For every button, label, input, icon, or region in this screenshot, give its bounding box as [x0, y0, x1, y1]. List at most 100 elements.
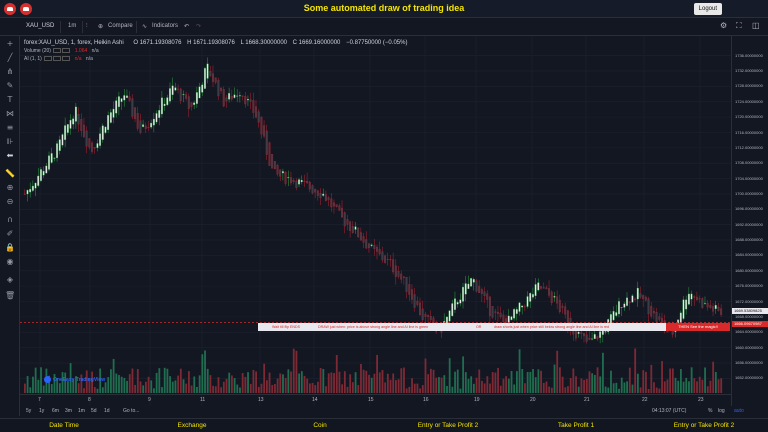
volume-bar [429, 368, 432, 393]
interval-button[interactable]: 1m [68, 23, 77, 29]
volume-bar [72, 379, 75, 393]
volume-bar [559, 367, 561, 393]
candle-body [540, 286, 542, 289]
volume-bar [295, 350, 298, 393]
volume-bar [50, 384, 53, 393]
candle-body [279, 169, 282, 177]
time-tick: 14 [312, 397, 318, 403]
price-tick: 1712.00000000 [735, 144, 763, 150]
volume-bar [153, 388, 155, 393]
layers-icon[interactable]: ◈ [6, 275, 14, 284]
candle-body [150, 122, 153, 128]
volume-bar [424, 358, 427, 393]
magnet-icon[interactable]: ∩ [7, 215, 13, 224]
compare-button[interactable]: Compare [108, 23, 133, 29]
volume-legend[interactable]: Volume (20) [24, 48, 51, 54]
auto-toggle[interactable]: auto [734, 408, 744, 414]
volume-bar [553, 364, 556, 393]
candle-body [618, 301, 620, 315]
price-tick: 1732.00000000 [735, 68, 763, 74]
trash-icon[interactable]: 🗑 [5, 291, 16, 300]
volume-bar [513, 384, 516, 393]
range-button[interactable]: Go to... [123, 408, 140, 414]
screenshot-icon[interactable]: ◫ [752, 21, 760, 30]
zoom-out-icon[interactable]: ⊖ [6, 197, 14, 206]
price-axis[interactable]: 1736.00000000 1732.00000000 1728.00000000 1… [731, 36, 768, 406]
volume-bar [174, 380, 177, 393]
volume-bar [155, 372, 158, 393]
candle-body [177, 88, 179, 90]
stay-drawing-icon[interactable]: ✐ [6, 229, 14, 238]
legend-toggle[interactable] [53, 48, 62, 54]
volume-bar [518, 349, 521, 393]
volume-bar [136, 369, 139, 393]
candle-body [631, 295, 634, 303]
prediction-icon[interactable]: ≡ [6, 123, 14, 132]
legend-toggle[interactable] [62, 48, 71, 54]
candle-body [139, 120, 142, 133]
range-button[interactable]: 6m [52, 408, 59, 414]
settings-icon[interactable]: ⚙ [720, 21, 728, 30]
time-tick: 15 [368, 397, 374, 403]
range-button[interactable]: 5d [91, 408, 97, 414]
chart-type-icon[interactable]: ⫶ [86, 23, 88, 29]
range-button[interactable]: 5y [26, 408, 32, 414]
text-icon[interactable]: T [7, 95, 13, 104]
volume-bar [599, 376, 602, 393]
volume-bar [384, 382, 387, 393]
brush-icon[interactable]: ✎ [6, 81, 14, 90]
trend-line-icon[interactable]: ╱ [7, 53, 13, 62]
ruler-icon[interactable]: 📏 [5, 169, 15, 178]
range-button[interactable]: 1m [78, 408, 85, 414]
pitchfork-icon[interactable]: ⋔ [6, 67, 14, 76]
compare-icon[interactable]: ⊕ [98, 24, 104, 30]
candle-body [319, 193, 322, 199]
crosshair-icon[interactable]: + [6, 39, 14, 48]
log-toggle[interactable]: log [718, 408, 725, 414]
candle-body [123, 95, 126, 101]
legend-toggle[interactable] [53, 56, 62, 62]
zoom-icon[interactable]: ⊕ [6, 183, 14, 192]
range-button[interactable]: 1y [39, 408, 45, 414]
volume-bar [389, 379, 392, 393]
percent-toggle[interactable]: % [708, 408, 713, 414]
range-button[interactable]: 1d [104, 408, 110, 414]
time-axis[interactable]: 7 8 9 11 13 14 15 16 19 20 21 22 23 [20, 394, 731, 406]
symbol-search[interactable]: XAU_USD [26, 23, 55, 29]
volume-bar [454, 371, 456, 393]
redo-icon[interactable]: ↷ [196, 24, 202, 30]
indicators-button[interactable]: Indicators [152, 23, 179, 29]
volume-bar [532, 369, 534, 393]
ai-legend[interactable]: AI (1, 1) [24, 56, 42, 62]
back-arrow-icon[interactable]: ⬅ [6, 151, 14, 160]
logo: OneEasy TradingView [44, 376, 105, 383]
legend-main[interactable]: forex:XAU_USD, 1, forex, Heikin Ashi [24, 40, 124, 46]
utc-clock[interactable]: 04:13:07 (UTC) [652, 408, 687, 414]
candle-body [300, 179, 303, 183]
price-chart[interactable] [20, 36, 731, 406]
volume-bar [701, 379, 704, 393]
volume-bar [602, 352, 604, 393]
undo-icon[interactable]: ↶ [184, 24, 190, 30]
fib-icon[interactable]: ⊪ [6, 137, 14, 146]
volume-bar [381, 370, 384, 393]
fullscreen-icon[interactable]: ⛶ [736, 21, 742, 30]
indicators-icon[interactable]: ∿ [142, 24, 148, 30]
chart-toolbar: XAU_USD 1m ⫶ ⊕ Compare ∿ Indicators ↶ ↷ … [0, 18, 768, 36]
volume-bar [542, 383, 545, 393]
range-button[interactable]: 3m [65, 408, 72, 414]
lock-icon[interactable]: 🔒 [5, 243, 15, 252]
logout-button[interactable]: Logout [693, 3, 722, 15]
volume-bar [585, 378, 588, 393]
home-icon[interactable] [4, 3, 16, 15]
pattern-icon[interactable]: ⋈ [6, 109, 14, 118]
candle-body [394, 265, 397, 277]
legend-toggle[interactable] [44, 56, 53, 62]
candle-body [42, 170, 45, 176]
legend-toggle[interactable] [62, 56, 71, 62]
eye-icon[interactable]: ◉ [6, 257, 14, 266]
home-icon-2[interactable] [20, 3, 32, 15]
volume-bar [505, 376, 508, 393]
candle-body [386, 259, 389, 260]
